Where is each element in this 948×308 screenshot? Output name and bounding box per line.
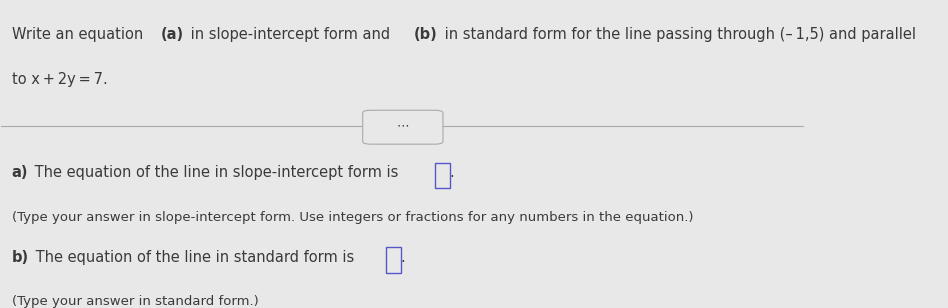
Text: (Type your answer in slope-intercept form. Use integers or fractions for any num: (Type your answer in slope-intercept for…	[11, 211, 693, 224]
Text: Write an equation: Write an equation	[11, 27, 148, 42]
Text: .: .	[450, 165, 455, 180]
Text: to x + 2y = 7.: to x + 2y = 7.	[11, 72, 107, 87]
Text: The equation of the line in slope-intercept form is: The equation of the line in slope-interc…	[29, 165, 403, 180]
Text: (a): (a)	[160, 27, 183, 42]
Text: in slope-intercept form and: in slope-intercept form and	[186, 27, 394, 42]
Text: (b): (b)	[413, 27, 437, 42]
Text: .: .	[401, 250, 406, 265]
Text: The equation of the line in standard form is: The equation of the line in standard for…	[30, 250, 358, 265]
FancyBboxPatch shape	[435, 163, 450, 188]
Text: a): a)	[11, 165, 28, 180]
Text: ⋯: ⋯	[396, 119, 410, 132]
FancyBboxPatch shape	[363, 110, 443, 144]
Text: b): b)	[11, 250, 29, 265]
FancyBboxPatch shape	[387, 247, 401, 273]
Text: in standard form for the line passing through (– 1,5) and parallel: in standard form for the line passing th…	[440, 27, 916, 42]
Text: (Type your answer in standard form.): (Type your answer in standard form.)	[11, 295, 259, 308]
